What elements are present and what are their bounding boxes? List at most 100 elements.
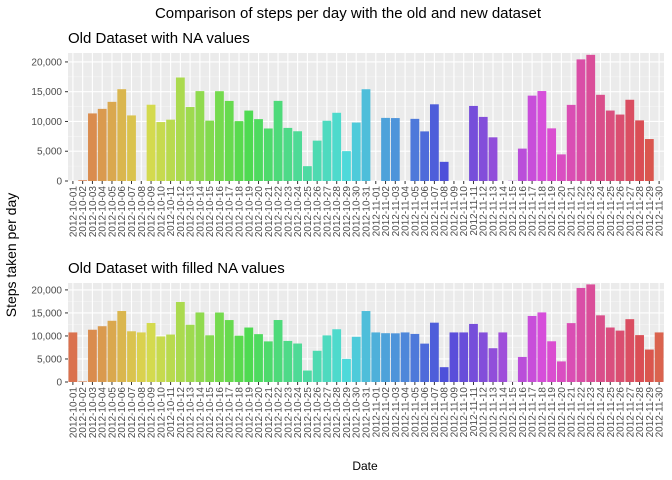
x-tick-label: 2012-10-02 — [78, 387, 89, 439]
bar — [332, 329, 342, 382]
bar — [332, 112, 342, 181]
x-tick-label: 2012-11-21 — [567, 387, 578, 438]
x-tick-label: 2012-11-22 — [576, 186, 587, 237]
x-tick-label: 2012-10-27 — [322, 387, 333, 439]
panel-title: Old Dataset with filled NA values — [68, 260, 285, 277]
x-tick-label: 2012-10-16 — [215, 387, 226, 439]
bar — [312, 350, 322, 382]
x-tick-label: 2012-11-13 — [489, 387, 500, 438]
x-tick-label: 2012-11-19 — [547, 387, 558, 438]
bar — [469, 105, 478, 181]
bar — [390, 333, 400, 382]
bar — [625, 319, 635, 382]
y-tick-label: 20,000 — [31, 285, 62, 296]
x-tick-label: 2012-11-13 — [489, 186, 500, 237]
bar — [381, 117, 390, 181]
bar — [88, 113, 97, 181]
x-tick-label: 2012-11-10 — [459, 186, 470, 237]
bar — [439, 367, 449, 382]
bar — [459, 332, 469, 382]
x-tick-label: 2012-11-14 — [498, 186, 509, 237]
bar — [596, 315, 605, 382]
bar — [185, 107, 195, 181]
x-tick-label: 2012-11-30 — [655, 186, 666, 237]
x-tick-label: 2012-10-09 — [147, 387, 158, 439]
x-tick-label: 2012-11-27 — [625, 387, 636, 438]
bar — [371, 332, 381, 382]
x-tick-label: 2012-10-06 — [117, 387, 128, 439]
x-tick-label: 2012-11-08 — [440, 387, 451, 438]
bar — [517, 148, 527, 181]
x-tick-label: 2012-10-15 — [205, 387, 216, 439]
bar — [302, 370, 312, 382]
x-tick-label: 2012-10-17 — [225, 186, 236, 238]
bar — [469, 323, 478, 382]
bar — [527, 315, 537, 382]
bar — [156, 336, 166, 382]
bar — [68, 332, 78, 382]
bar — [136, 332, 146, 382]
plot-area: 05,00010,00015,00020,0002012-10-012012-1… — [31, 283, 666, 439]
x-tick-label: 2012-10-16 — [215, 186, 226, 238]
x-tick-label: 2012-10-24 — [293, 186, 304, 238]
x-tick-label: 2012-10-29 — [342, 387, 353, 439]
x-axis-label: Date — [352, 459, 378, 473]
x-tick-label: 2012-11-12 — [479, 387, 490, 438]
panel-title: Old Dataset with NA values — [68, 30, 250, 47]
x-tick-label: 2012-10-02 — [78, 186, 89, 238]
x-tick-label: 2012-11-28 — [635, 186, 646, 237]
bar — [117, 89, 127, 181]
x-tick-label: 2012-11-24 — [596, 186, 607, 237]
x-tick-label: 2012-11-29 — [645, 387, 656, 438]
y-tick-label: 0 — [56, 177, 62, 188]
bar — [420, 131, 430, 181]
x-tick-label: 2012-10-13 — [186, 387, 197, 439]
x-tick-label: 2012-11-05 — [410, 387, 421, 438]
y-tick-label: 15,000 — [31, 308, 62, 319]
x-tick-label: 2012-11-04 — [401, 387, 412, 438]
x-tick-label: 2012-10-18 — [234, 186, 245, 238]
y-tick-label: 10,000 — [31, 117, 62, 128]
x-tick-label: 2012-11-12 — [479, 186, 490, 237]
x-tick-label: 2012-10-04 — [98, 387, 109, 439]
x-tick-label: 2012-11-18 — [537, 387, 548, 438]
bar — [166, 334, 175, 382]
bar — [576, 59, 586, 181]
bar — [615, 114, 625, 181]
x-tick-label: 2012-10-28 — [332, 186, 343, 238]
bar — [107, 101, 117, 181]
bar — [215, 312, 224, 382]
x-tick-label: 2012-11-03 — [391, 186, 402, 237]
bar — [117, 310, 127, 382]
x-tick-label: 2012-10-08 — [137, 186, 148, 238]
x-tick-label: 2012-10-26 — [313, 186, 324, 238]
bar — [361, 311, 371, 382]
x-tick-label: 2012-11-07 — [430, 387, 441, 438]
x-tick-label: 2012-11-04 — [401, 186, 412, 237]
x-tick-label: 2012-10-06 — [117, 186, 128, 238]
bar — [88, 329, 97, 382]
x-tick-label: 2012-10-12 — [176, 387, 187, 439]
x-tick-label: 2012-10-23 — [283, 186, 294, 238]
y-tick-label: 5,000 — [37, 147, 62, 158]
bar — [410, 118, 420, 181]
x-tick-label: 2012-11-02 — [381, 186, 392, 237]
x-tick-label: 2012-10-19 — [244, 186, 255, 238]
bar — [351, 336, 361, 382]
x-tick-label: 2012-11-14 — [498, 387, 509, 438]
bar — [97, 108, 107, 181]
x-tick-label: 2012-11-09 — [449, 186, 460, 237]
bar — [342, 151, 351, 181]
bar — [146, 104, 156, 181]
x-tick-label: 2012-11-16 — [518, 387, 529, 438]
x-tick-label: 2012-11-06 — [420, 186, 431, 237]
x-tick-label: 2012-10-03 — [88, 186, 99, 238]
bar — [342, 358, 351, 382]
x-tick-label: 2012-10-23 — [283, 387, 294, 439]
x-tick-label: 2012-10-08 — [137, 387, 148, 439]
bar — [537, 91, 547, 181]
x-tick-label: 2012-11-25 — [606, 186, 617, 237]
bar — [478, 116, 488, 181]
bar — [254, 334, 263, 382]
x-tick-label: 2012-11-08 — [440, 186, 451, 237]
